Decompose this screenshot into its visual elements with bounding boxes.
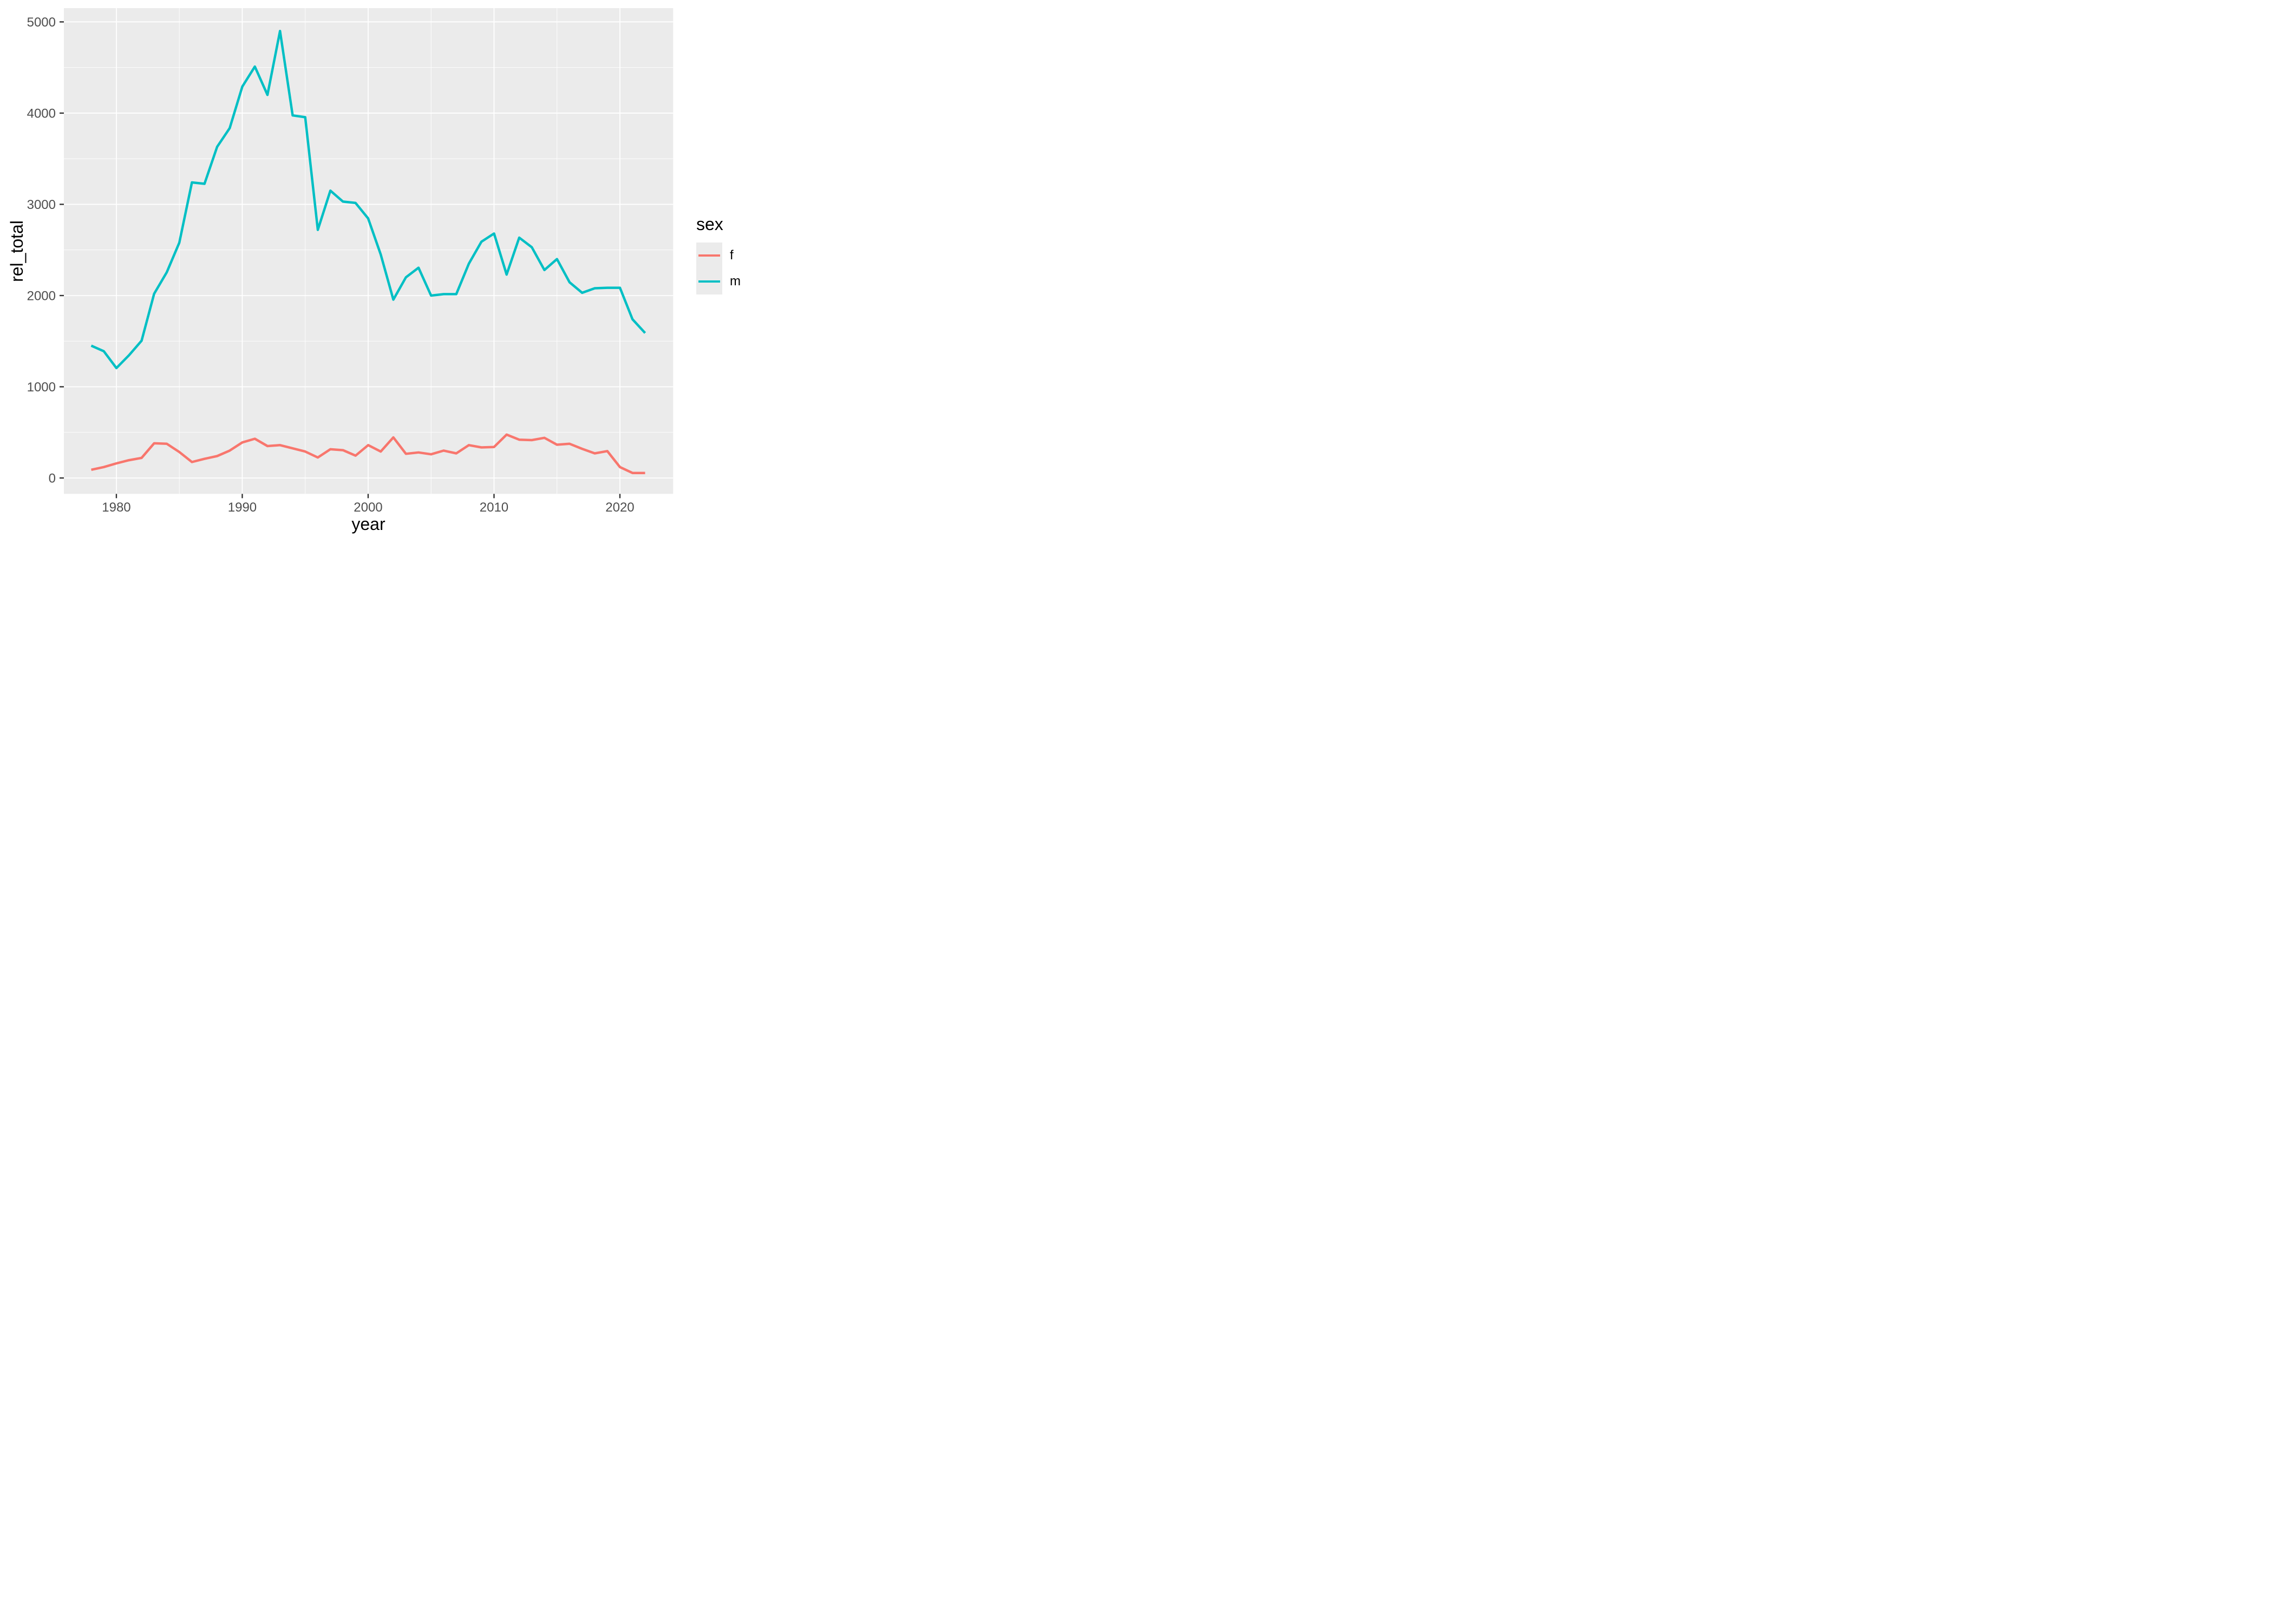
x-axis-title: year (351, 514, 385, 534)
chart-figure: 0 1000 2000 3000 4000 5000 1980 1990 2000 2010 202… (0, 0, 758, 541)
legend-title: sex (696, 214, 723, 234)
legend-key-m (696, 269, 722, 294)
y-tick-label-0: 0 (49, 471, 56, 486)
legend: sex f m (696, 215, 741, 294)
legend-entry-m: m (696, 269, 741, 294)
plot-canvas: 0 1000 2000 3000 4000 5000 1980 1990 2000 2010 202… (27, 8, 674, 515)
y-axis-title: rel_total (7, 220, 27, 282)
legend-line-m-icon (698, 280, 720, 283)
y-tick-label-4000: 4000 (27, 106, 56, 121)
legend-line-f-icon (698, 254, 720, 257)
legend-key-f (696, 243, 722, 269)
y-tick-label-2000: 2000 (27, 289, 56, 303)
y-tick-label-3000: 3000 (27, 198, 56, 212)
x-tick-label-1980: 1980 (102, 500, 130, 515)
x-tick-label-2010: 2010 (480, 500, 508, 515)
legend-entry-f: f (696, 243, 741, 269)
legend-keys: f m (696, 243, 741, 294)
x-tick-label-2000: 2000 (354, 500, 382, 515)
line-m (90, 30, 646, 370)
x-tick-label-2020: 2020 (605, 500, 634, 515)
y-tick-label-5000: 5000 (27, 15, 56, 30)
legend-label-m: m (730, 274, 741, 289)
x-tick-label-1990: 1990 (228, 500, 257, 515)
line-f (91, 433, 645, 474)
y-tick-label-1000: 1000 (27, 380, 56, 395)
legend-label-f: f (730, 248, 734, 263)
